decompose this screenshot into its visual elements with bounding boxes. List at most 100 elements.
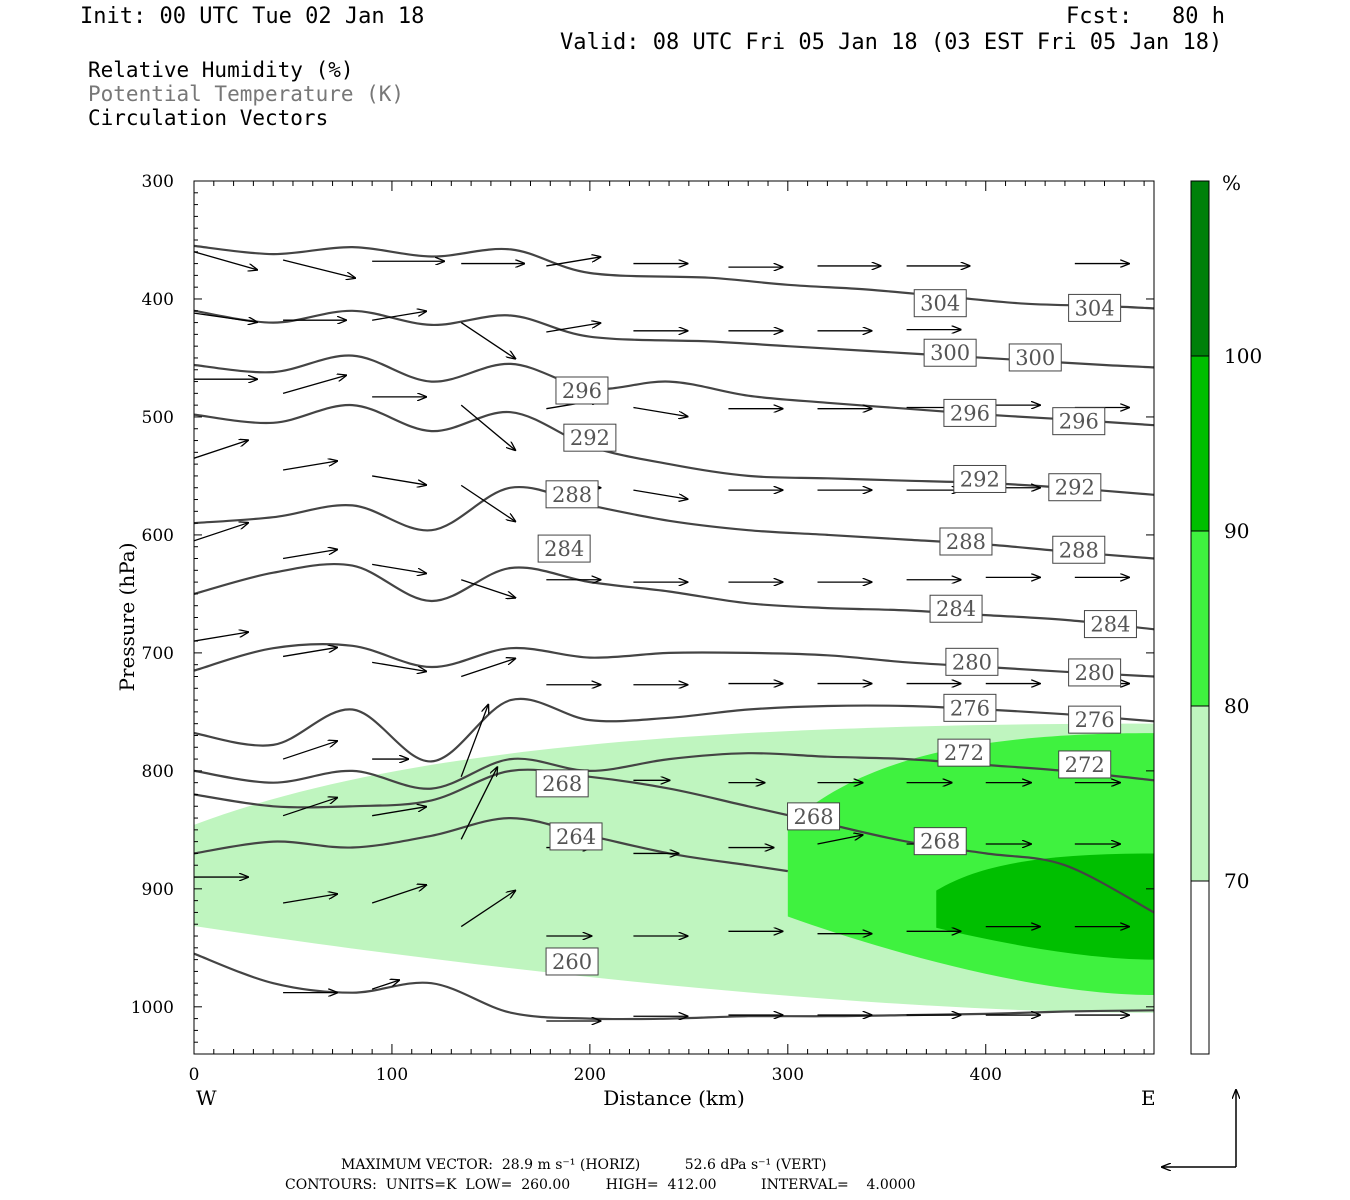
svg-text:272: 272 [944, 741, 984, 765]
circulation-vector [633, 489, 687, 499]
theta-contour-280 [194, 643, 1154, 678]
svg-text:272: 272 [1065, 753, 1105, 777]
contour-label-268: 268 [787, 802, 841, 831]
contour-labels: 304 304 300 300 296 296 296 292 292 292 288 288 288 2… [535, 289, 1137, 976]
svg-text:284: 284 [936, 597, 976, 621]
contour-label-284: 284 [537, 534, 591, 563]
svg-text:276: 276 [950, 696, 990, 720]
circulation-vector [546, 257, 600, 267]
svg-text:288: 288 [946, 530, 986, 554]
y-tick-label: 900 [142, 880, 174, 900]
legend-theta: Potential Temperature (K) [88, 82, 405, 106]
colorbar-segment [1190, 180, 1210, 357]
colorbar-segment [1190, 705, 1210, 882]
reference-vector-icon [1162, 1090, 1236, 1167]
x-tick-label: 200 [574, 1065, 606, 1085]
theta-contour-304 [194, 244, 1154, 310]
y-tick-label: 300 [142, 172, 174, 192]
colorbar: % 70 80 90 100 [1190, 171, 1262, 1055]
contour-label-296: 296 [1052, 407, 1106, 436]
contour-label-288: 288 [1052, 535, 1106, 564]
colorbar-segment [1190, 880, 1210, 1055]
contour-label-276: 276 [1068, 705, 1122, 734]
theta-contour-268 [194, 768, 1154, 914]
x-tick-label: 0 [189, 1065, 200, 1085]
svg-text:276: 276 [1075, 708, 1115, 732]
axes: 300 400 500 600 700 800 900 1000 0 100 200 300 400 [131, 172, 1154, 1085]
circulation-vector [633, 406, 687, 417]
theta-contour-264 [194, 816, 788, 873]
contour-label-300: 300 [1008, 343, 1062, 372]
contour-label-288: 288 [939, 527, 993, 556]
circulation-vector [461, 658, 515, 678]
svg-text:264: 264 [556, 825, 596, 849]
y-tick-label: 600 [142, 526, 174, 546]
circulation-vector [282, 259, 355, 278]
rh-region-90-100 [936, 853, 1154, 960]
theta-contour-260 [194, 952, 1154, 1021]
circulation-vector [461, 579, 515, 598]
svg-text:292: 292 [960, 467, 1000, 491]
contour-label-280: 280 [945, 647, 999, 676]
theta-contour-292 [194, 403, 1154, 496]
circulation-vector [194, 312, 257, 322]
contour-label-292: 292 [1048, 473, 1102, 502]
svg-text:300: 300 [930, 341, 970, 365]
svg-text:284: 284 [1090, 613, 1130, 637]
circulation-vector [460, 322, 515, 359]
init-time: Init: 00 UTC Tue 02 Jan 18 [80, 4, 425, 29]
circulation-vector [817, 835, 863, 845]
y-tick-label: 800 [142, 762, 174, 782]
circulation-vector [546, 323, 600, 333]
colorbar-level-label: 100 [1224, 344, 1262, 368]
svg-text:288: 288 [552, 483, 592, 507]
contour-label-284: 284 [929, 594, 983, 623]
contour-label-260: 260 [545, 947, 599, 976]
circulation-vector [194, 523, 248, 542]
contour-label-264: 264 [549, 822, 603, 851]
contour-label-284: 284 [1083, 610, 1137, 639]
circulation-vector [460, 705, 488, 777]
circulation-vector [282, 647, 337, 658]
colorbar-level-label: 70 [1224, 869, 1249, 893]
circulation-vector [460, 767, 497, 840]
svg-text:296: 296 [950, 401, 990, 425]
x-tick-label: 100 [376, 1065, 408, 1085]
valid-time: Valid: 08 UTC Fri 05 Jan 18 (03 EST Fri … [560, 30, 1223, 55]
svg-text:296: 296 [562, 379, 602, 403]
svg-text:280: 280 [952, 650, 992, 674]
circulation-vector [194, 251, 257, 270]
circulation-vector [460, 891, 515, 928]
svg-text:304: 304 [1075, 296, 1115, 320]
colorbar-segment [1190, 530, 1210, 707]
circulation-vector [372, 807, 426, 817]
east-label: E [1141, 1086, 1156, 1110]
contour-label-288: 288 [545, 480, 599, 509]
x-axis-label: Distance (km) [603, 1086, 745, 1110]
y-tick-label: 500 [142, 408, 174, 428]
contour-label-280: 280 [1068, 658, 1122, 687]
max-vector-note: MAXIMUM VECTOR: 28.9 m s⁻¹ (HORIZ) 52.6 … [341, 1157, 827, 1173]
legend-vectors: Circulation Vectors [88, 106, 329, 130]
circulation-vector [460, 404, 515, 450]
svg-text:280: 280 [1075, 661, 1115, 685]
relative-humidity-shading [194, 723, 1154, 1013]
circulation-vector [372, 563, 426, 573]
contour-label-272: 272 [1058, 750, 1112, 779]
x-tick-label: 300 [772, 1065, 804, 1085]
circulation-vector [282, 798, 337, 817]
circulation-vector [371, 885, 426, 904]
svg-text:284: 284 [544, 537, 584, 561]
contour-label-276: 276 [943, 693, 997, 722]
colorbar-unit: % [1222, 171, 1241, 195]
contour-label-304: 304 [1068, 293, 1122, 322]
svg-text:292: 292 [570, 426, 610, 450]
theta-contour-284 [194, 562, 1154, 631]
colorbar-segment [1190, 355, 1210, 532]
circulation-vector [460, 484, 515, 521]
colorbar-level-label: 80 [1224, 694, 1249, 718]
circulation-vector [372, 661, 426, 671]
y-tick-label: 1000 [131, 998, 174, 1018]
svg-text:288: 288 [1059, 538, 1099, 562]
